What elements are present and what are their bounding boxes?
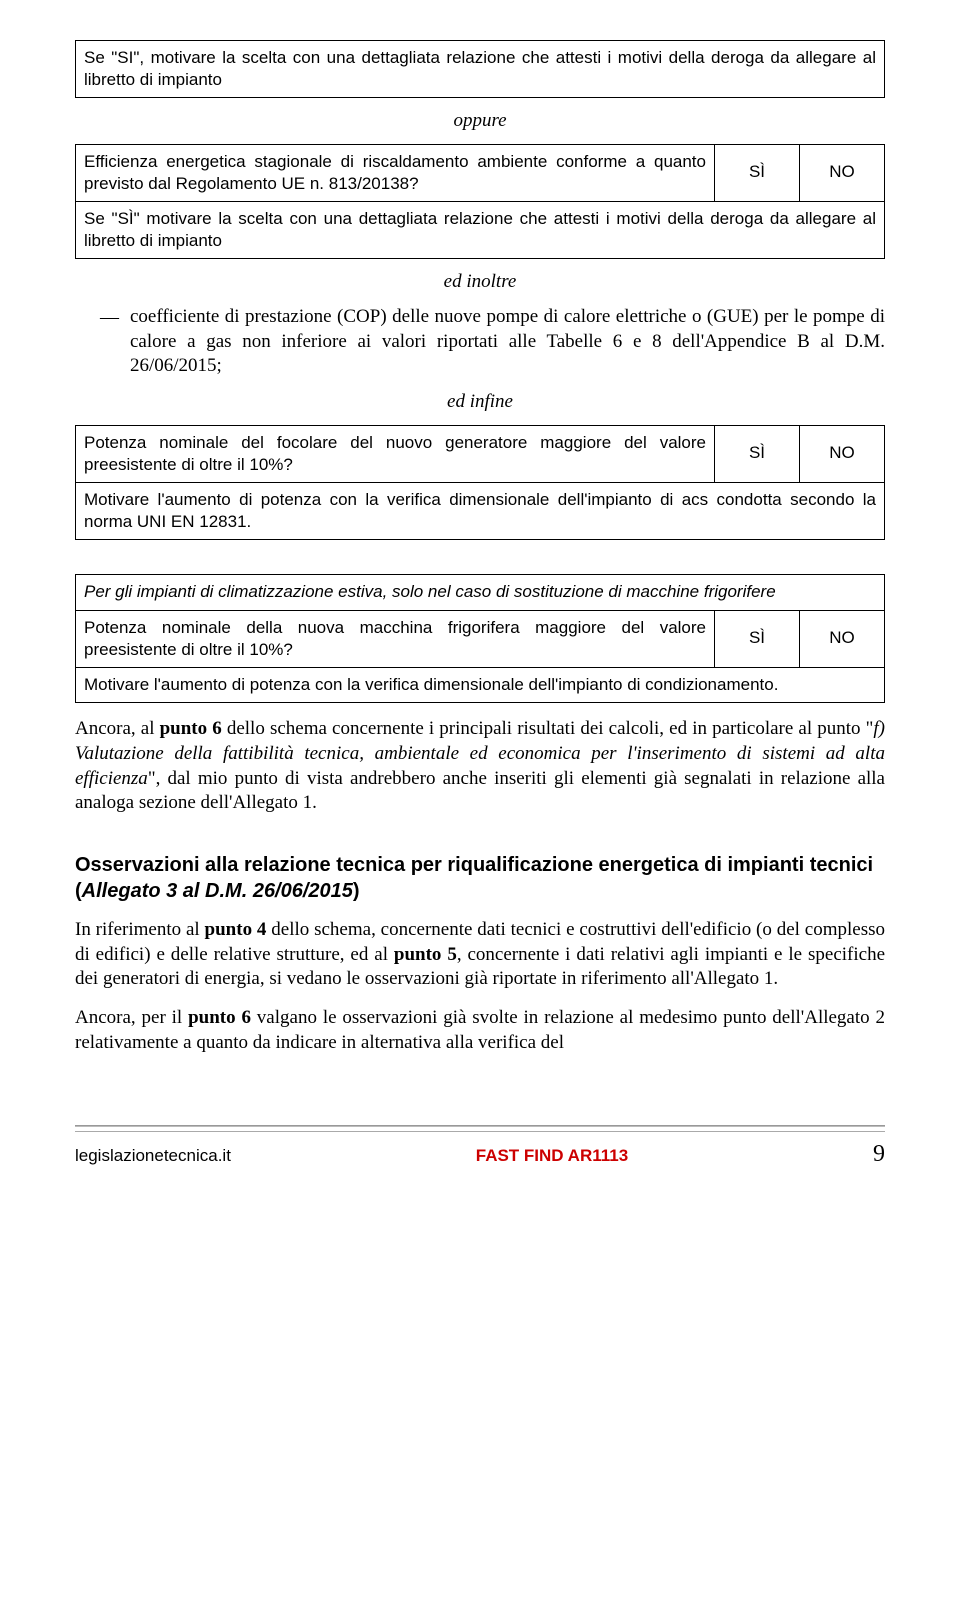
- bullet-cop-text: coefficiente di prestazione (COP) delle …: [130, 305, 885, 379]
- footer-page-number: 9: [873, 1138, 885, 1170]
- footer-rule-thick: [75, 1125, 885, 1127]
- bullet-dash-icon: —: [75, 305, 130, 379]
- italic-allegato3: Allegato 3 al D.M. 26/06/2015: [82, 880, 353, 902]
- label-ed-inoltre: ed inoltre: [75, 269, 885, 295]
- paragraph-punto6-b: Ancora, per il punto 6 valgano le osserv…: [75, 1006, 885, 1055]
- box2-question: Efficienza energetica stagionale di risc…: [76, 145, 714, 201]
- box4-no: NO: [799, 611, 884, 667]
- box3-after: Motivare l'aumento di potenza con la ver…: [76, 482, 884, 539]
- box4-si: SÌ: [714, 611, 799, 667]
- paragraph-punto6-schema: Ancora, al punto 6 dello schema concerne…: [75, 717, 885, 816]
- box4-heading: Per gli impianti di climatizzazione esti…: [76, 575, 884, 611]
- box-climatizzazione: Per gli impianti di climatizzazione esti…: [75, 574, 885, 703]
- section-heading-osservazioni: Osservazioni alla relazione tecnica per …: [75, 852, 885, 904]
- box3-si: SÌ: [714, 426, 799, 482]
- box2-si: SÌ: [714, 145, 799, 201]
- box2-no: NO: [799, 145, 884, 201]
- bold-punto6-a: punto 6: [160, 718, 222, 739]
- bold-punto5: punto 5: [394, 944, 457, 965]
- box4-question: Potenza nominale della nuova macchina fr…: [76, 611, 714, 667]
- bullet-cop: — coefficiente di prestazione (COP) dell…: [75, 305, 885, 379]
- footer-site: legislazionetecnica.it: [75, 1145, 231, 1168]
- box3-question: Potenza nominale del focolare del nuovo …: [76, 426, 714, 482]
- box-potenza-focolare: Potenza nominale del focolare del nuovo …: [75, 425, 885, 540]
- paragraph-punto4: In riferimento al punto 4 dello schema, …: [75, 918, 885, 992]
- box1-text: Se "SI", motivare la scelta con una dett…: [76, 41, 884, 97]
- footer-fastfind: FAST FIND AR1113: [476, 1145, 628, 1168]
- footer-rule-thin: [75, 1131, 885, 1132]
- bold-punto4: punto 4: [205, 919, 267, 940]
- box3-no: NO: [799, 426, 884, 482]
- label-oppure: oppure: [75, 108, 885, 134]
- bold-punto6-b: punto 6: [188, 1007, 251, 1028]
- label-ed-infine: ed infine: [75, 389, 885, 415]
- page-footer: legislazionetecnica.it FAST FIND AR1113 …: [75, 1125, 885, 1170]
- box2-after: Se "SÌ" motivare la scelta con una detta…: [76, 201, 884, 258]
- box4-after: Motivare l'aumento di potenza con la ver…: [76, 667, 884, 702]
- box-deroga-1: Se "SI", motivare la scelta con una dett…: [75, 40, 885, 98]
- box-efficienza: Efficienza energetica stagionale di risc…: [75, 144, 885, 259]
